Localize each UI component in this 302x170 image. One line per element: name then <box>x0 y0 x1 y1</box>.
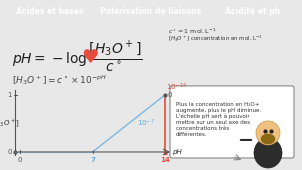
Text: 0: 0 <box>8 149 12 155</box>
Text: $c^\circ = 1\ \mathrm{mol.L^{-1}}$: $c^\circ = 1\ \mathrm{mol.L^{-1}}$ <box>168 27 216 36</box>
Text: 7: 7 <box>90 157 95 163</box>
Text: $[H_3O^+]$: $[H_3O^+]$ <box>0 117 20 129</box>
Text: $10^{-7}$: $10^{-7}$ <box>137 118 155 129</box>
Text: pH: pH <box>172 149 182 155</box>
Text: $pH = -\log\dfrac{[H_3O^+]}{c^\circ}$: $pH = -\log\dfrac{[H_3O^+]}{c^\circ}$ <box>12 40 143 75</box>
Text: $[H_3O^+] = c^\circ \times 10^{-pH}$: $[H_3O^+] = c^\circ \times 10^{-pH}$ <box>12 73 107 87</box>
FancyBboxPatch shape <box>170 86 294 158</box>
Text: Polarisation de liaisons: Polarisation de liaisons <box>100 7 202 16</box>
Text: 0: 0 <box>18 157 22 163</box>
Text: $10^{-14}$: $10^{-14}$ <box>166 82 187 93</box>
Circle shape <box>256 121 280 145</box>
Ellipse shape <box>261 134 275 144</box>
Text: 14: 14 <box>160 157 170 163</box>
Text: $[H_3O^+]\ \mathrm{concentration\ en\ mol.L^{-1}}$: $[H_3O^+]\ \mathrm{concentration\ en\ mo… <box>168 34 262 44</box>
Text: 0: 0 <box>167 92 172 98</box>
Ellipse shape <box>254 138 282 168</box>
Text: ♥: ♥ <box>81 48 99 67</box>
Text: 1: 1 <box>8 92 12 98</box>
Text: Acides et bases: Acides et bases <box>16 7 84 16</box>
Text: Plus la concentration en H₃O+
augmente, plus le pH diminue.
L'échelle pH sert à : Plus la concentration en H₃O+ augmente, … <box>176 102 261 137</box>
Text: Acidité et ph: Acidité et ph <box>225 7 280 16</box>
